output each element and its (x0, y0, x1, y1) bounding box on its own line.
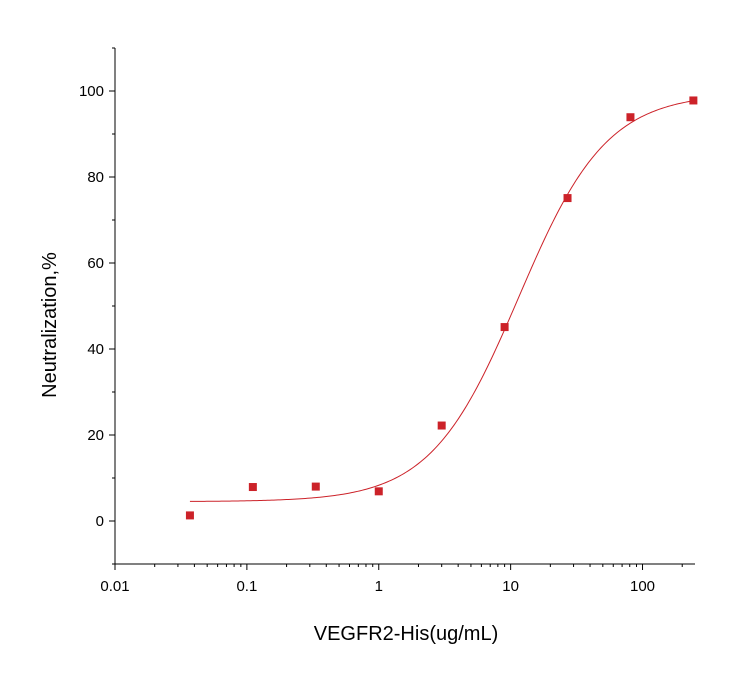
x-tick-label: 10 (502, 578, 519, 595)
axes: 0 20 40 60 80 100 0.01 0.1 1 10 100 (79, 47, 695, 595)
x-tick-label: 100 (630, 578, 655, 595)
y-axis-title: Neutralization,% (39, 252, 61, 398)
x-axis-title: VEGFR2-His(ug/mL) (314, 623, 498, 645)
y-tick-label: 20 (87, 427, 104, 444)
y-tick-label: 60 (87, 255, 104, 272)
y-tick-label: 100 (79, 83, 104, 100)
fit-curve (189, 100, 694, 502)
x-tick-label: 0.01 (100, 578, 129, 595)
y-tick-label: 80 (87, 169, 104, 186)
x-tick-label: 1 (375, 578, 383, 595)
x-tick-label: 0.1 (236, 578, 257, 595)
data-point (500, 323, 509, 332)
data-point (689, 96, 698, 105)
points-layer (185, 96, 698, 520)
data-point (374, 487, 383, 496)
data-point (626, 113, 635, 122)
data-point (563, 194, 572, 203)
data-point (437, 421, 446, 430)
y-tick-label: 0 (96, 513, 104, 530)
data-point (248, 483, 257, 492)
y-tick-label: 40 (87, 341, 104, 358)
fit-layer (189, 100, 694, 502)
data-point (185, 511, 194, 520)
data-point (311, 482, 320, 491)
